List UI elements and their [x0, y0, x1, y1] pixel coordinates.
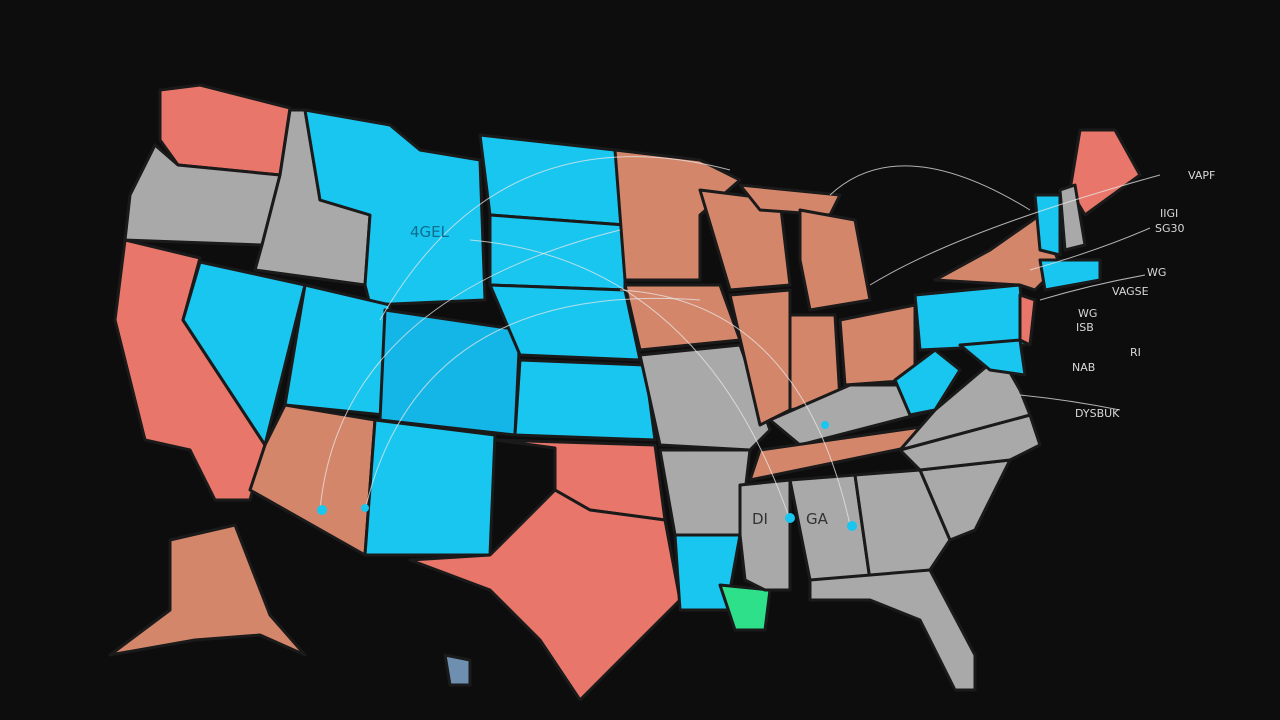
- state: [1018, 293, 1037, 347]
- state: [408, 488, 682, 702]
- marker: [785, 513, 795, 523]
- state: [1033, 193, 1062, 257]
- arc: [869, 174, 1161, 286]
- map-label: SG30: [1155, 222, 1185, 235]
- map-label: 4GEL: [410, 223, 450, 241]
- state: [1038, 258, 1102, 292]
- marker: [317, 505, 327, 515]
- states: [108, 83, 1142, 702]
- marker: [361, 504, 369, 512]
- state: [283, 283, 392, 417]
- arc: [469, 239, 791, 521]
- map-label: DI: [752, 510, 768, 528]
- marker: [821, 421, 829, 429]
- map-label: WG: [1078, 307, 1097, 320]
- map-label: IIGI: [1160, 207, 1178, 220]
- arc: [1019, 394, 1121, 411]
- map-label: NAB: [1072, 361, 1095, 374]
- state: [893, 348, 962, 417]
- map-label: ISB: [1076, 321, 1094, 334]
- state: [638, 343, 772, 452]
- state: [303, 108, 487, 307]
- state: [108, 523, 307, 657]
- state: [363, 418, 497, 557]
- arc: [829, 165, 1031, 211]
- map-label: GA: [806, 510, 829, 528]
- state: [913, 283, 1027, 352]
- connection-arcs: [319, 156, 1161, 526]
- arc: [1029, 227, 1151, 271]
- map-label: WG: [1147, 266, 1166, 279]
- markers: [317, 421, 857, 531]
- map-label: VAGSE: [1112, 285, 1149, 298]
- state: [1068, 128, 1142, 217]
- state: [718, 583, 772, 632]
- map-label: RI: [1130, 346, 1141, 359]
- state: [1058, 183, 1087, 252]
- map-label: VAPF: [1188, 169, 1215, 182]
- state: [808, 568, 977, 692]
- arc: [1039, 274, 1146, 301]
- state: [738, 478, 792, 592]
- marker: [847, 521, 857, 531]
- state: [378, 308, 522, 437]
- state: [658, 448, 752, 537]
- map-label: DYSBUK: [1075, 407, 1120, 420]
- state: [958, 338, 1027, 377]
- arc: [364, 297, 701, 511]
- arc: [619, 289, 851, 526]
- state: [478, 133, 627, 227]
- state: [613, 148, 742, 282]
- arc: [379, 156, 731, 321]
- arc: [319, 229, 621, 511]
- state: [513, 358, 657, 442]
- state: [798, 208, 872, 312]
- state: [248, 403, 377, 557]
- state: [853, 468, 952, 582]
- labels: 4GEL VAPF IIGI SG30 WG VAGSE WG ISB RI N…: [410, 169, 1215, 528]
- state: [623, 283, 742, 352]
- state: [443, 653, 472, 687]
